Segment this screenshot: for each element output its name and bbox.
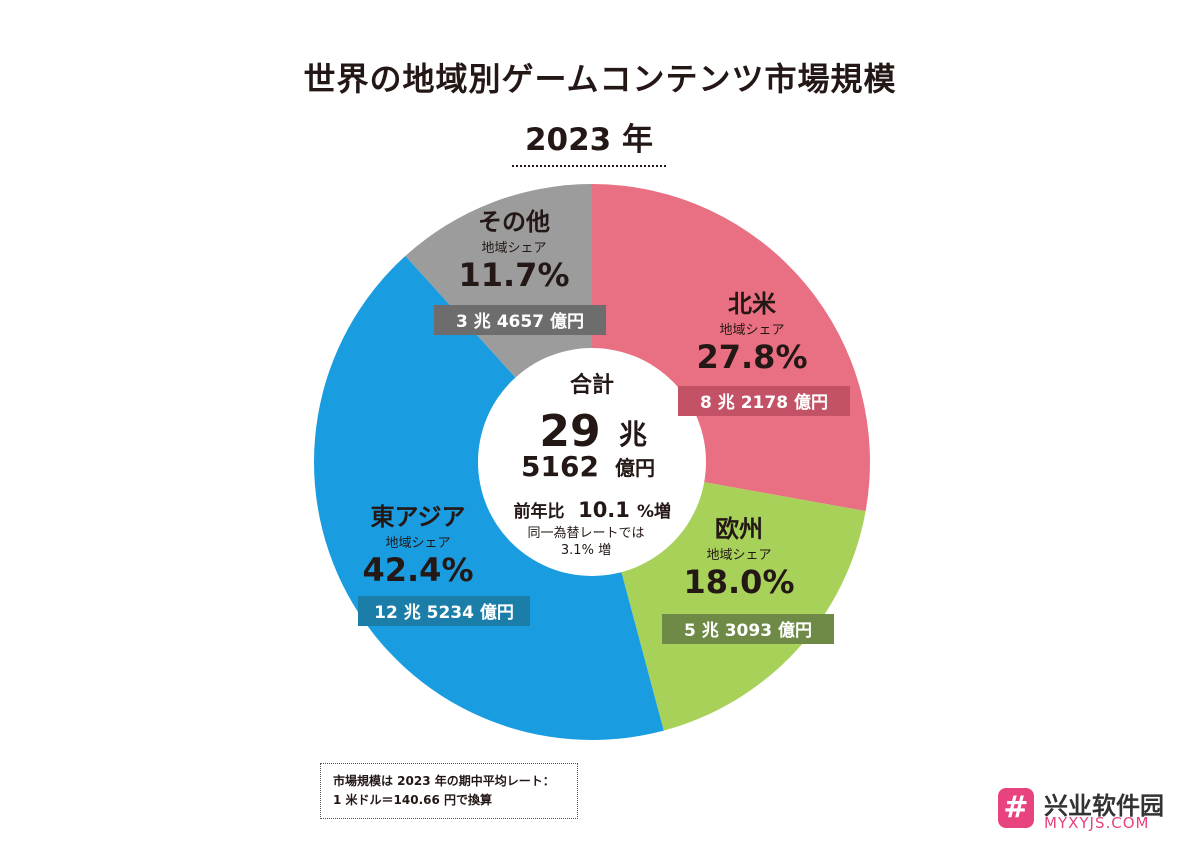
center-note-line2: 3.1% 増	[561, 543, 611, 558]
share-caption-east-asia: 地域シェア	[385, 536, 450, 551]
center-total-trillion-unit: 兆	[619, 418, 647, 451]
share-caption-north-america: 地域シェア	[719, 323, 784, 338]
hash-logo-icon: #	[998, 788, 1034, 828]
center-note-line1: 同一為替レートでは	[527, 525, 644, 541]
center-total-oku-unit: 億円	[615, 456, 655, 480]
footnote-line2: 1 米ドル＝140.66 円で換算	[333, 793, 493, 807]
center-yoy-label: 前年比	[514, 501, 565, 522]
share-value-europe: 18.0%	[683, 563, 794, 601]
center-yoy-unit: %増	[637, 501, 671, 522]
amount-value-europe: 5 兆 3093 億円	[684, 620, 812, 641]
slice-label-east-asia: 東アジア	[370, 503, 465, 531]
watermark-name: 兴业软件园	[1044, 792, 1164, 820]
footnote-line1: 市場規模は 2023 年の期中平均レート：	[333, 774, 555, 788]
slice-label-north-america: 北米	[728, 290, 776, 318]
amount-box-north-america	[678, 386, 850, 416]
watermark-url: MYXYJS.COM	[1044, 814, 1150, 832]
amount-box-east-asia	[358, 596, 530, 626]
chart-title: 世界の地域別ゲームコンテンツ市場規模	[303, 60, 897, 98]
amount-value-east-asia: 12 兆 5234 億円	[374, 602, 514, 623]
watermark: # 兴业软件园 MYXYJS.COM	[998, 786, 1188, 836]
amount-box-europe	[662, 614, 834, 644]
amount-box-other	[434, 305, 606, 335]
center-total-oku: 5162	[521, 450, 599, 483]
share-caption-other: 地域シェア	[481, 241, 546, 256]
share-caption-europe: 地域シェア	[706, 548, 771, 563]
slice-label-other: その他	[478, 208, 550, 236]
center-total-trillion: 29	[539, 406, 600, 457]
slice-label-europe: 欧州	[715, 515, 763, 543]
center-total-label: 合計	[570, 372, 614, 398]
chart-year: 2023 年	[512, 114, 666, 167]
center-yoy-value: 10.1	[578, 498, 630, 522]
footnote: 市場規模は 2023 年の期中平均レート： 1 米ドル＝140.66 円で換算	[320, 763, 578, 819]
share-value-east-asia: 42.4%	[362, 551, 473, 589]
amount-value-north-america: 8 兆 2178 億円	[700, 392, 828, 413]
share-value-other: 11.7%	[458, 256, 569, 294]
amount-value-other: 3 兆 4657 億円	[456, 311, 584, 332]
share-value-north-america: 27.8%	[696, 338, 807, 376]
donut-hole	[478, 348, 706, 576]
